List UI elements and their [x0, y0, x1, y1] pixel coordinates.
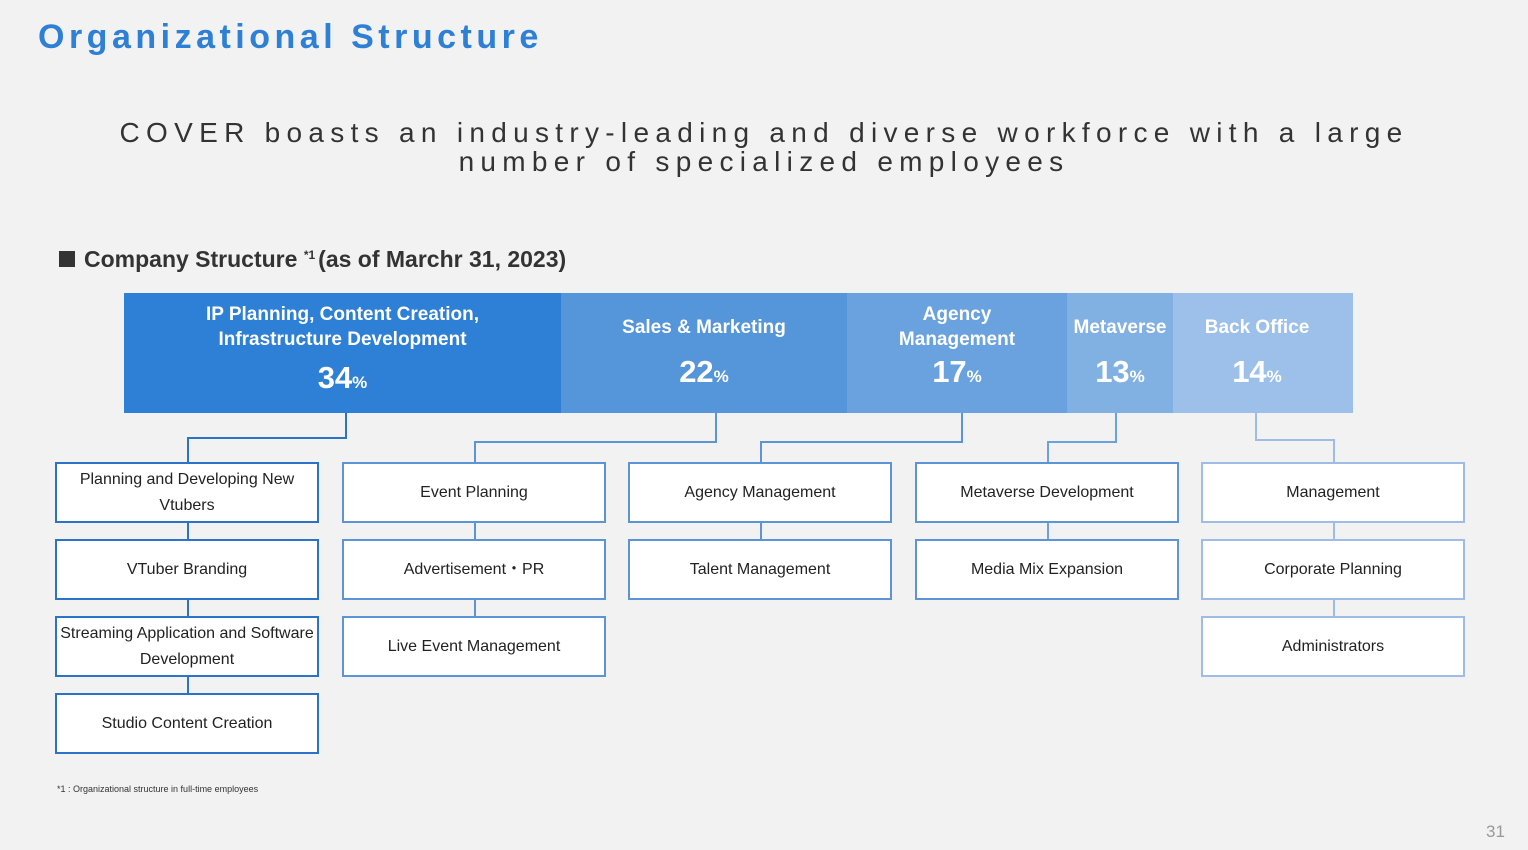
connector-metaverse: [1047, 413, 1117, 462]
department-name: IP Planning, Content Creation, Infrastru…: [205, 304, 480, 350]
footnote: *1 : Organizational structure in full-ti…: [57, 784, 259, 794]
connector-ip-planning: [187, 413, 347, 462]
department-name: Sales & Marketing: [622, 316, 786, 338]
team-box: Management: [1201, 462, 1465, 523]
department-percent: 17%: [932, 354, 982, 389]
team-box: Talent Management: [628, 539, 892, 600]
department-percent: 34%: [317, 360, 368, 395]
team-box: VTuber Branding: [55, 539, 319, 600]
connector-back-office: [1255, 413, 1335, 462]
page-number: 31: [1486, 822, 1505, 841]
team-box: Corporate Planning: [1201, 539, 1465, 600]
team-box: Planning and Developing New Vtubers: [55, 462, 319, 523]
section-heading: Company Structure *1 (as of Marchr 31, 20…: [59, 246, 566, 273]
square-bullet-icon: [59, 251, 75, 267]
section-label: Company Structure: [84, 246, 298, 272]
department-name: Agency Management: [898, 304, 1016, 350]
department-percent: 14%: [1232, 354, 1282, 389]
connector-agency-management: [760, 413, 963, 462]
section-date-note: (as of Marchr 31, 2023): [318, 246, 567, 272]
connector-sales-marketing: [474, 413, 717, 462]
department-metaverse: Metaverse 13%: [1067, 293, 1173, 413]
department-back-office: Back Office 14%: [1173, 293, 1353, 413]
team-box: Metaverse Development: [915, 462, 1179, 523]
department-percent: 13%: [1095, 354, 1145, 389]
team-box: Studio Content Creation: [55, 693, 319, 754]
department-percent: 22%: [679, 354, 729, 389]
team-box: Event Planning: [342, 462, 606, 523]
department-name: Back Office: [1204, 316, 1310, 338]
team-box: Advertisement・PR: [342, 539, 606, 600]
team-box: Media Mix Expansion: [915, 539, 1179, 600]
team-box: Administrators: [1201, 616, 1465, 677]
team-box: Streaming Application and Software Devel…: [55, 616, 319, 677]
department-sales-marketing: Sales & Marketing 22%: [561, 293, 847, 413]
team-box: Agency Management: [628, 462, 892, 523]
department-agency-management: Agency Management 17%: [847, 293, 1067, 413]
footnote-marker: *1: [303, 248, 316, 262]
page-title: Organizational Structure: [38, 18, 543, 56]
subtitle: COVER boasts an industry-leading and div…: [119, 117, 1409, 177]
department-ip-planning: IP Planning, Content Creation, Infrastru…: [124, 293, 561, 413]
team-box: Live Event Management: [342, 616, 606, 677]
department-name: Metaverse: [1073, 316, 1167, 338]
